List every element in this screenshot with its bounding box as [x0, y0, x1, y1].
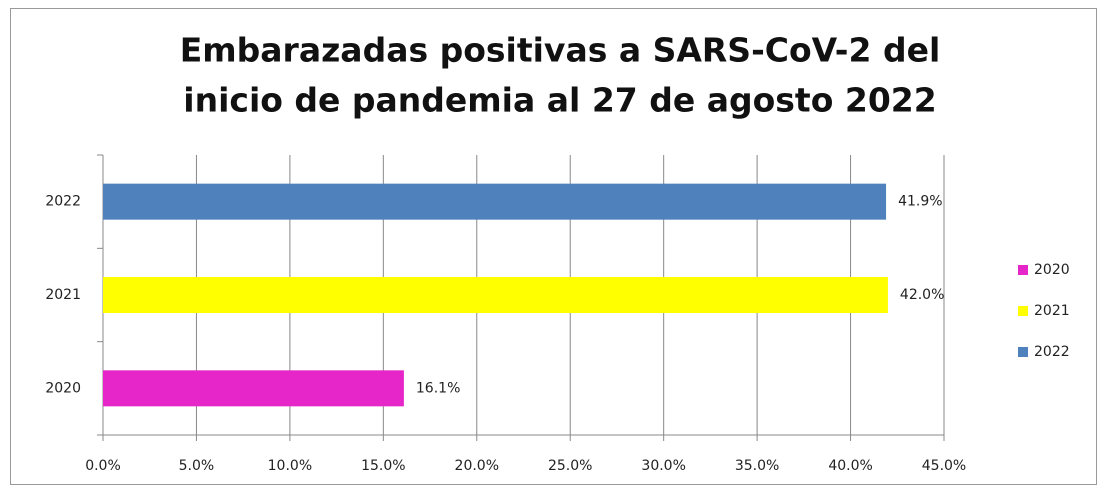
x-tick-label: 40.0% — [828, 458, 872, 474]
y-tick-label: 2021 — [45, 287, 81, 303]
legend-label: 2022 — [1034, 344, 1070, 360]
legend-swatch — [1018, 265, 1028, 275]
data-label: 42.0% — [900, 287, 944, 303]
bar — [103, 183, 887, 220]
x-tick-label: 10.0% — [268, 458, 312, 474]
chart-title: inicio de pandemia al 27 de agosto 2022 — [183, 81, 936, 120]
y-tick-label: 2020 — [45, 380, 81, 396]
bar — [103, 277, 888, 313]
x-tick-label: 20.0% — [455, 458, 499, 474]
legend-swatch — [1018, 306, 1028, 316]
legend-swatch — [1018, 347, 1028, 357]
x-tick-label: 30.0% — [641, 458, 685, 474]
bar — [103, 370, 404, 407]
chart-border — [10, 8, 1097, 485]
x-tick-label: 25.0% — [548, 458, 592, 474]
x-tick-label: 35.0% — [735, 458, 779, 474]
data-label: 16.1% — [416, 380, 460, 396]
y-tick-label: 2022 — [45, 194, 81, 210]
x-tick-label: 15.0% — [361, 458, 405, 474]
data-label: 41.9% — [898, 194, 942, 210]
x-tick-label: 45.0% — [922, 458, 966, 474]
legend-label: 2020 — [1034, 262, 1070, 278]
legend-label: 2021 — [1034, 303, 1070, 319]
x-tick-label: 0.0% — [85, 458, 121, 474]
x-tick-label: 5.0% — [179, 458, 215, 474]
chart-title: Embarazadas positivas a SARS-CoV-2 del — [180, 31, 941, 70]
